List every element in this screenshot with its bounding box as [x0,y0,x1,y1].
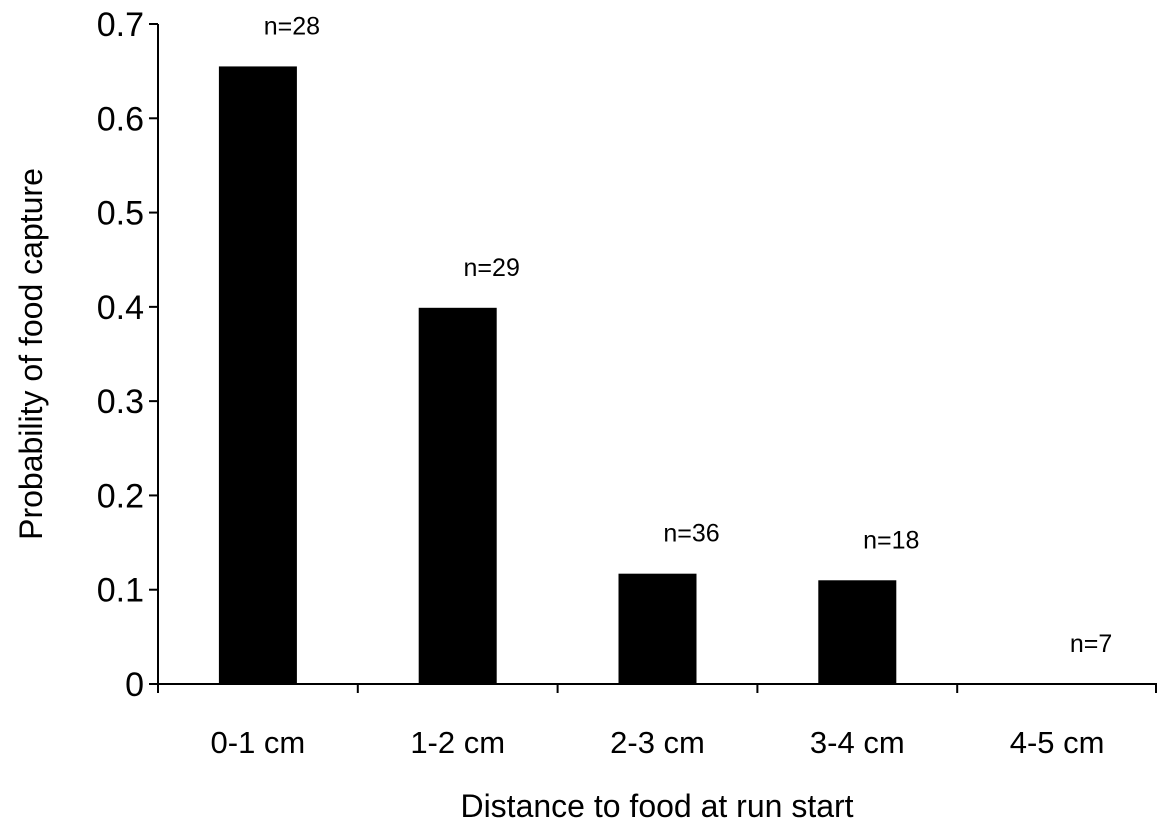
x-tick-label: 4-5 cm [1010,725,1105,760]
y-tick-label: 0.5 [97,195,144,233]
x-tick-label: 0-1 cm [211,725,306,760]
y-axis-title: Probability of food capture [13,168,49,540]
bar-data-label: n=7 [1070,630,1112,658]
bar-data-label: n=29 [464,254,520,282]
x-axis-title: Distance to food at run start [460,788,853,824]
x-axis: 0-1 cm 1-2 cm 2-3 cm 3-4 cm 4-5 cm [157,683,1157,760]
y-tick-label: 0.7 [97,6,144,44]
y-tick-label: 0.1 [97,572,144,610]
y-tick-label: 0.4 [97,289,144,327]
y-tick-label: 0 [125,666,144,704]
y-tick-label: 0.2 [97,477,144,515]
bar-data-label: n=28 [264,12,320,40]
bar-data-label: n=36 [663,520,719,548]
x-tick-label: 2-3 cm [610,725,705,760]
bar [618,573,697,684]
x-tick-label: 1-2 cm [410,725,505,760]
bar-labels: n=28 n=29 n=36 n=18 n=7 [264,12,1113,658]
x-tick-label: 3-4 cm [810,725,905,760]
y-tick-label: 0.6 [97,100,144,138]
bar [418,307,497,684]
bars [218,66,897,684]
bar [218,66,297,684]
bar-data-label: n=18 [863,526,919,554]
bar [818,580,897,684]
y-axis: 0 0.1 0.2 0.3 0.4 0.5 0.6 0.7 [97,6,159,704]
y-tick-label: 0.3 [97,383,144,421]
